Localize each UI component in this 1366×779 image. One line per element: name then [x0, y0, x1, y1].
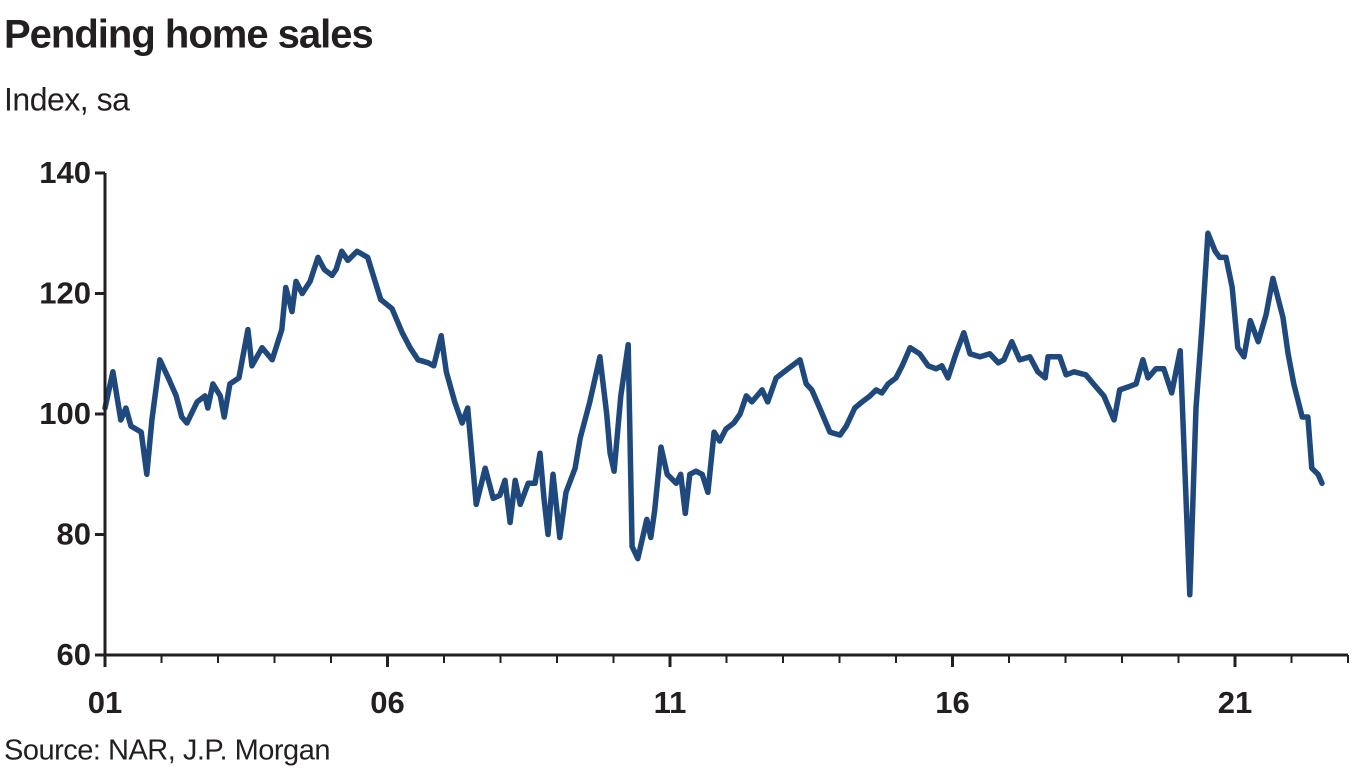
source-note: Source: NAR, J.P. Morgan — [4, 735, 330, 767]
x-tick-label: 11 — [654, 685, 687, 720]
y-tick-label: 80 — [57, 517, 91, 552]
chart-subtitle: Index, sa — [4, 81, 130, 117]
x-tick-label: 21 — [1218, 685, 1252, 720]
y-tick-label: 100 — [39, 396, 91, 431]
x-tick-label: 01 — [88, 685, 122, 720]
chart-title: Pending home sales — [4, 13, 373, 57]
data-line — [102, 230, 1325, 598]
y-tick-label: 120 — [39, 276, 91, 311]
x-tick-label: 06 — [370, 685, 404, 720]
y-tick-label: 60 — [57, 637, 91, 672]
y-tick-label: 140 — [39, 155, 91, 190]
x-tick-label: 16 — [935, 685, 969, 720]
